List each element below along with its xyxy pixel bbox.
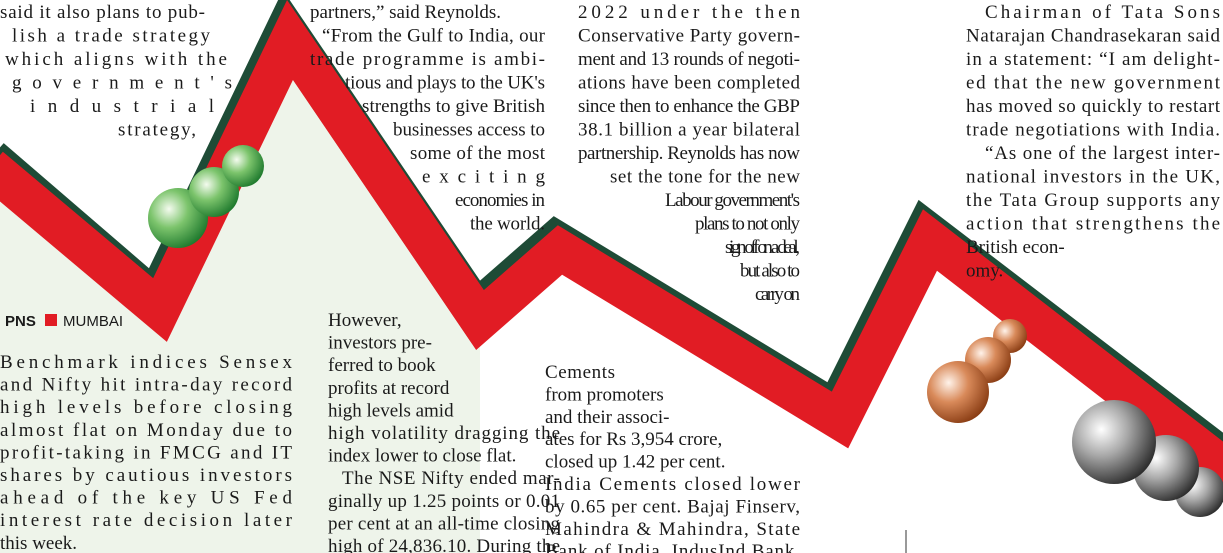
text-line: “From the Gulf to India, our bbox=[322, 26, 546, 47]
byline-marker bbox=[45, 314, 57, 326]
text-line: 38.1 billion a year bilateral bbox=[578, 120, 800, 141]
text-line: ment and 13 rounds of negoti- bbox=[578, 49, 800, 70]
text-line: profit-taking in FMCG and IT bbox=[0, 442, 292, 463]
text-line: interest rate decision later bbox=[0, 510, 293, 531]
text-line: tious and plays to the UK's bbox=[345, 73, 545, 94]
text-line: partners,” said Reynolds. bbox=[310, 2, 501, 23]
text-line: national investors in the UK, bbox=[966, 167, 1220, 188]
text-line: exciting bbox=[422, 167, 546, 188]
text-line: partnership. Reynolds has now bbox=[578, 143, 800, 164]
text-line: but also to bbox=[740, 261, 800, 282]
text-line: industrial bbox=[30, 96, 214, 117]
orange-spheres bbox=[927, 319, 1027, 423]
text-line: profits at record bbox=[328, 378, 450, 399]
text-line: set the tone for the new bbox=[610, 167, 800, 188]
text-line: closed up 1.42 per cent. bbox=[545, 452, 725, 473]
text-line: sign off on a deal, bbox=[725, 237, 800, 258]
text-line: the Tata Group supports any bbox=[966, 190, 1221, 211]
text-line: index lower to close flat. bbox=[328, 446, 516, 467]
text-line: some of the most bbox=[410, 143, 546, 164]
text-line: high levels before closing bbox=[0, 397, 293, 418]
text-line: since then to enhance the GBP bbox=[578, 96, 800, 117]
text-line: by 0.65 per cent. Bajaj Finserv, bbox=[545, 496, 800, 517]
newspaper-clipping: PNS MUMBAI said it also plans to pub-lis… bbox=[0, 0, 1223, 553]
text-line: strengths to give British bbox=[362, 96, 546, 117]
byline-city: MUMBAI bbox=[63, 313, 123, 330]
text-line: said it also plans to pub- bbox=[0, 2, 205, 23]
text-line: ed that the new government bbox=[966, 73, 1221, 94]
text-line: ates for Rs 3,954 crore, bbox=[545, 429, 722, 450]
text-line: high of 24,836.10. During the bbox=[328, 536, 560, 553]
text-line: carry on bbox=[755, 284, 801, 305]
text-line: Bank of India, IndusInd Bank, bbox=[545, 541, 800, 553]
text-line: businesses access to bbox=[393, 120, 545, 141]
text-line: ations have been completed bbox=[578, 73, 801, 94]
byline-agency: PNS bbox=[5, 313, 36, 330]
text-line: strategy, bbox=[118, 120, 196, 141]
text-line: per cent at an all-time closing bbox=[328, 513, 561, 534]
text-line: government's bbox=[12, 73, 232, 94]
text-line: Cements bbox=[545, 362, 615, 383]
sphere bbox=[1072, 400, 1156, 484]
text-line: economies in bbox=[455, 190, 546, 211]
text-line: ferred to book bbox=[328, 355, 436, 376]
text-line: trade programme is ambi- bbox=[310, 49, 545, 70]
sphere bbox=[927, 361, 989, 423]
text-line: and their associ- bbox=[545, 407, 670, 428]
text-line: in a statement: “I am delight- bbox=[966, 49, 1220, 70]
text-line: Mahindra & Mahindra, State bbox=[545, 519, 800, 540]
sphere bbox=[222, 145, 264, 187]
text-line: high levels amid bbox=[328, 400, 454, 421]
text-line: this week. bbox=[0, 533, 77, 553]
text-line: which aligns with the bbox=[5, 49, 227, 70]
text-line: plans to not only bbox=[695, 214, 801, 235]
text-line: ginally up 1.25 points or 0.01 bbox=[328, 491, 560, 512]
text-line: and Nifty hit intra-day record bbox=[0, 375, 293, 396]
text-line: investors pre- bbox=[328, 333, 432, 354]
text-line: 2022 under the then bbox=[578, 2, 801, 23]
text-line: from promoters bbox=[545, 384, 664, 405]
text-line: Natarajan Chandrasekaran said bbox=[966, 26, 1221, 47]
text-line: action that strengthens the bbox=[966, 214, 1220, 235]
text-line: The NSE Nifty ended mar- bbox=[342, 468, 560, 489]
text-line: India Cements closed lower bbox=[545, 474, 801, 495]
text-line: almost flat on Monday due to bbox=[0, 420, 292, 441]
text-line: Benchmark indices Sensex bbox=[0, 352, 293, 373]
text-line: However, bbox=[328, 310, 402, 331]
text-line: Conservative Party govern- bbox=[578, 26, 800, 47]
text-line: “As one of the largest inter- bbox=[985, 143, 1220, 164]
text-line: trade negotiations with India. bbox=[966, 120, 1220, 141]
text-line: lish a trade strategy bbox=[12, 26, 211, 47]
text-line: has moved so quickly to restart bbox=[966, 96, 1221, 117]
text-line: British econ- bbox=[966, 237, 1065, 258]
text-line: omy. bbox=[966, 261, 1003, 282]
text-line: the world. bbox=[470, 214, 545, 235]
text-line: Labour government's bbox=[665, 190, 800, 211]
text-line: high volatility dragging the bbox=[328, 423, 560, 444]
text-line: Chairman of Tata Sons bbox=[985, 2, 1220, 23]
